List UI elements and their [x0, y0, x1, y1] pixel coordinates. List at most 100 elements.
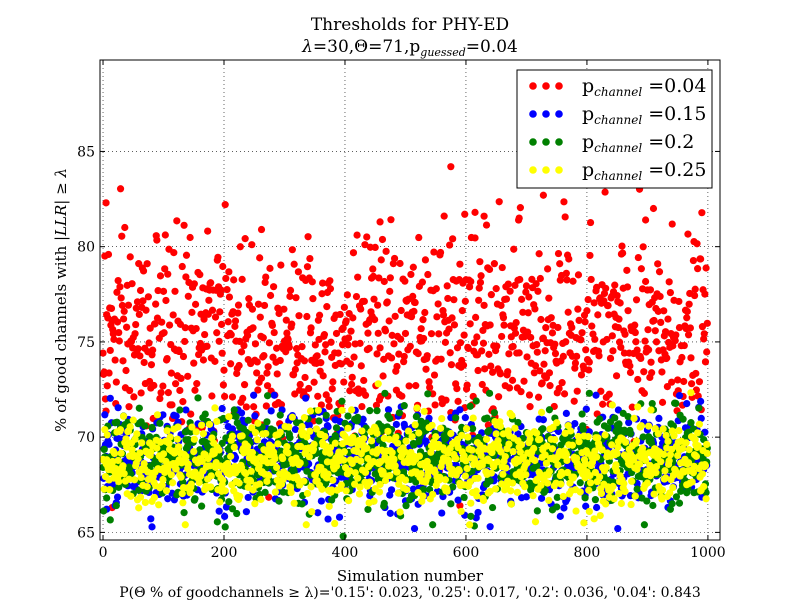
data-point [120, 307, 128, 315]
data-point [374, 380, 382, 388]
data-points [99, 163, 711, 540]
data-point [543, 442, 551, 450]
data-point [306, 407, 315, 415]
data-point [100, 507, 108, 515]
data-point [286, 434, 294, 442]
data-point [198, 457, 206, 465]
data-point [357, 305, 365, 313]
data-point [161, 265, 169, 273]
data-point [317, 497, 325, 505]
data-point [548, 329, 557, 337]
data-point [118, 301, 126, 310]
data-point [456, 406, 464, 414]
data-point [192, 324, 200, 333]
data-point [370, 497, 378, 505]
data-point [126, 386, 134, 395]
data-point [394, 439, 402, 447]
data-point [177, 473, 185, 481]
data-point [337, 360, 345, 368]
data-point [126, 464, 134, 473]
data-point [401, 277, 409, 285]
data-point [130, 393, 138, 401]
data-point [422, 365, 430, 373]
data-point [482, 435, 491, 443]
data-point [690, 291, 699, 300]
data-point [435, 330, 443, 338]
data-point [123, 443, 131, 451]
data-point [461, 414, 469, 422]
data-point [319, 372, 327, 380]
data-point [625, 418, 633, 427]
data-point [156, 394, 164, 403]
data-point [378, 235, 387, 244]
data-point [182, 273, 190, 281]
data-point [590, 299, 598, 307]
data-point [595, 352, 603, 360]
data-point [495, 393, 503, 401]
data-point [161, 231, 169, 239]
data-point [626, 429, 635, 438]
data-point [694, 442, 702, 450]
data-point [110, 449, 119, 458]
data-point [546, 382, 554, 390]
data-point [204, 227, 212, 235]
data-point [366, 478, 374, 486]
data-point [657, 458, 665, 466]
data-point [125, 475, 133, 483]
data-point [342, 317, 350, 325]
data-point [101, 411, 109, 419]
data-point [116, 426, 125, 434]
data-point [537, 315, 545, 324]
data-point [537, 481, 545, 489]
data-point [703, 348, 711, 356]
data-point [565, 255, 573, 263]
data-point [571, 359, 580, 367]
data-point [387, 354, 396, 362]
data-point [376, 218, 384, 226]
data-point [159, 287, 168, 295]
data-point [694, 429, 702, 437]
data-point [322, 341, 330, 349]
data-point [168, 401, 176, 409]
data-point [587, 275, 595, 284]
data-point [520, 377, 528, 385]
data-point [515, 214, 523, 222]
data-point [412, 412, 420, 421]
data-point [284, 449, 292, 457]
data-point [361, 468, 370, 477]
data-point [224, 318, 232, 326]
data-point [326, 449, 334, 457]
data-point [562, 269, 570, 277]
data-point [221, 512, 229, 520]
data-point [338, 397, 346, 405]
data-point [106, 516, 114, 524]
data-point [675, 499, 684, 507]
data-point [658, 495, 666, 503]
data-point [655, 268, 664, 276]
data-point [343, 291, 351, 299]
data-point [174, 423, 182, 431]
data-point [150, 493, 159, 502]
x-axis-label: Simulation number [337, 567, 484, 585]
data-point [402, 502, 410, 510]
data-point [208, 306, 217, 314]
data-point [303, 312, 311, 321]
data-point [542, 324, 550, 332]
data-point [190, 435, 198, 443]
data-point [604, 424, 612, 432]
data-point [485, 350, 493, 358]
data-point [479, 326, 487, 335]
data-point [191, 495, 199, 503]
data-point [156, 272, 165, 280]
data-point [178, 262, 186, 271]
data-point [501, 453, 509, 461]
plot-frame [99, 59, 721, 541]
data-point [458, 307, 466, 315]
legend-box [516, 69, 713, 189]
data-point [163, 427, 171, 435]
data-point [417, 325, 425, 333]
data-point [551, 436, 559, 444]
data-point [240, 381, 249, 389]
data-point [102, 199, 110, 207]
